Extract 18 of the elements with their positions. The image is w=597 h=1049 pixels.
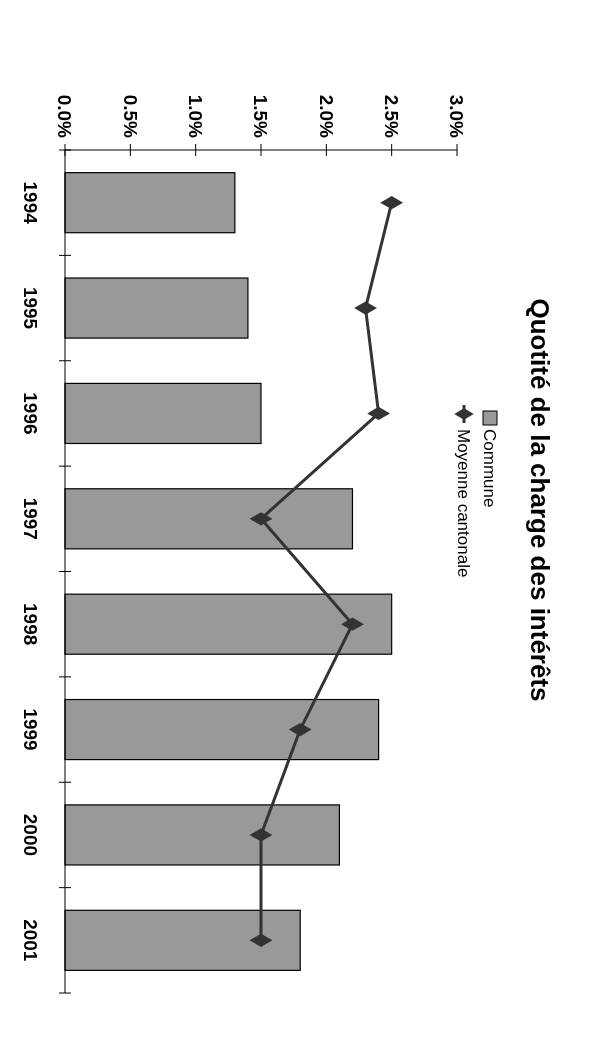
y-tick-label: 1999	[20, 708, 42, 751]
y-tick-label: 1995	[20, 286, 42, 330]
text: Quotité de la charge des intérêts	[524, 298, 555, 702]
x-tick-label: 1.0%	[185, 94, 207, 139]
y-tick-label: 1998	[20, 603, 42, 646]
y-tick-label: 2000	[20, 813, 42, 857]
x-tick-label: 2.0%	[315, 94, 337, 139]
y-tick-label: 1996	[20, 392, 42, 435]
x-tick-label: 2.5%	[381, 94, 403, 139]
y-tick-label: 1997	[20, 497, 42, 540]
x-tick-label: 3.0%	[446, 94, 468, 139]
y-tick-label: 2001	[20, 919, 42, 962]
x-tick-label: 0.0%	[54, 94, 76, 139]
x-tick-label: 1.5%	[250, 94, 272, 139]
x-tick-label: 0.5%	[119, 94, 141, 139]
legend-label: Commune	[480, 429, 500, 508]
legend-label: Moyenne cantonale	[454, 429, 474, 578]
y-tick-label: 1994	[20, 181, 42, 225]
